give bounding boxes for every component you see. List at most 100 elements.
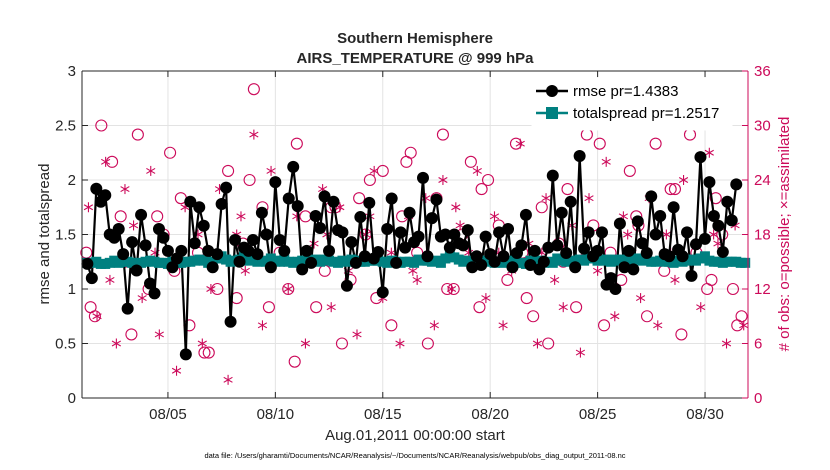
obs-assimilated-point (704, 147, 714, 158)
obs-assimilated-point (101, 156, 111, 167)
rmse-point (654, 209, 667, 222)
obs-assimilated-point (623, 229, 633, 240)
obs-assimilated-point (429, 320, 439, 331)
obs-possible-point (570, 301, 583, 314)
rmse-point (685, 269, 698, 282)
obs-assimilated-point (266, 165, 276, 176)
chart-subtitle: AIRS_TEMPERATURE @ 999 hPa (297, 50, 535, 67)
x-tick-label: 08/30 (686, 406, 724, 423)
rmse-point (689, 238, 702, 251)
rmse-point (596, 226, 609, 239)
rmse-point (233, 255, 246, 268)
obs-assimilated-point (635, 293, 646, 304)
rmse-point (721, 195, 734, 208)
y2-tick-label: 18 (754, 227, 771, 244)
rmse-point (403, 206, 416, 219)
obs-possible-point (222, 164, 235, 177)
rmse-point (524, 259, 537, 272)
y-tick-label: 3 (68, 63, 76, 80)
rmse-point (698, 232, 711, 245)
data-file-note: data file: /Users/gharamti/Documents/NCA… (204, 451, 625, 460)
obs-possible-point (520, 292, 533, 305)
axes: 08/05 08/10 08/15 08/20 08/25 08/30 0 0.5 1 1.5 2 2… (55, 63, 771, 423)
rmse-point (613, 217, 626, 230)
obs-possible-point (464, 155, 477, 168)
rmse-point (466, 261, 479, 274)
obs-possible-point (400, 155, 413, 168)
obs-assimilated-point (558, 302, 568, 313)
rmse-point (703, 176, 716, 189)
obs-assimilated-point (709, 229, 719, 240)
rmse-point (555, 206, 568, 219)
rmse-point (309, 209, 322, 222)
y-tick-label: 0 (68, 390, 76, 407)
rmse-point (135, 208, 148, 221)
obs-possible-point (542, 337, 555, 350)
obs-assimilated-point (395, 338, 405, 349)
rmse-point (251, 248, 264, 261)
rmse-point (206, 261, 219, 274)
rmse-point (609, 283, 622, 295)
obs-possible-point (593, 137, 606, 150)
obs-assimilated-point (550, 274, 560, 285)
obs-assimilated-point (575, 347, 586, 358)
rmse-point (582, 226, 595, 239)
obs-assimilated-point (236, 211, 246, 222)
obs-assimilated-point (739, 320, 749, 331)
x-tick-label: 08/25 (579, 406, 617, 423)
obs-possible-point (481, 173, 495, 187)
obs-assimilated-point (678, 175, 689, 185)
rmse-point (229, 233, 242, 246)
obs-possible-point (125, 328, 138, 341)
rmse-point (546, 169, 559, 182)
y-tick-label: 2.5 (55, 118, 76, 135)
rmse-point (578, 242, 591, 255)
obs-assimilated-point (292, 211, 302, 222)
rmse-point (273, 233, 286, 246)
obs-possible-point (709, 192, 722, 205)
rmse-point (318, 190, 331, 203)
rmse-point (716, 245, 729, 258)
y-tick-label: 1.5 (55, 227, 76, 244)
rmse-point (475, 259, 488, 272)
rmse-point (90, 182, 103, 195)
y-tick-label: 1 (68, 281, 76, 298)
y2-axis-label: # of obs: o=possible; ×=assimilated (776, 117, 793, 352)
rmse-point (461, 224, 474, 237)
y2-tick-label: 24 (754, 172, 771, 189)
obs-assimilated-point (223, 374, 233, 385)
rmse-point (443, 241, 456, 254)
rmse-point (707, 209, 720, 222)
rmse-point (528, 244, 541, 257)
obs-assimilated-point (438, 175, 448, 185)
rmse-point (376, 286, 389, 299)
obs-assimilated-point (653, 320, 663, 331)
rmse-point (627, 263, 640, 276)
rmse-point (725, 214, 738, 227)
x-tick-label: 08/10 (257, 406, 295, 423)
rmse-point (291, 200, 304, 213)
obs-assimilated-point (541, 193, 551, 204)
rmse-point (99, 189, 112, 202)
x-tick-label: 08/05 (149, 406, 187, 423)
rmse-point (224, 315, 237, 328)
rmse-point (179, 348, 192, 361)
obs-assimilated-point (105, 274, 115, 285)
obs-assimilated-point (257, 320, 268, 331)
rmse-point (157, 231, 170, 244)
obs-possible-point (243, 173, 256, 187)
x-tick-label: 08/20 (471, 406, 509, 423)
obs-possible-point (363, 173, 376, 187)
obs-possible-point (198, 346, 211, 359)
obs-assimilated-point (92, 311, 102, 322)
obs-possible-point (623, 164, 636, 177)
rmse-point (537, 255, 550, 268)
y2-tick-label: 12 (754, 281, 771, 298)
rmse-point (121, 302, 134, 315)
obs-assimilated-point (146, 165, 156, 176)
rmse-point (336, 226, 349, 239)
rmse-point (81, 257, 94, 270)
rmse-point (264, 261, 277, 274)
obs-assimilated-point (128, 220, 139, 231)
